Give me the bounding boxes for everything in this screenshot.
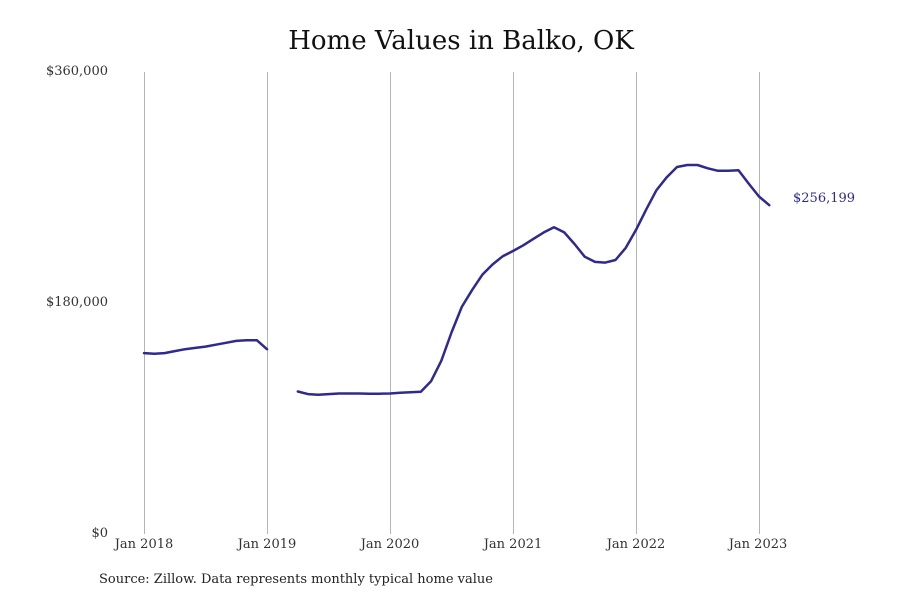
y-tick-360000: $360,000: [45, 64, 108, 79]
y-tick-180000: $180,000: [45, 295, 108, 310]
chart-title: Home Values in Balko, OK: [288, 26, 634, 56]
latest-value-label: $256,199: [793, 191, 856, 206]
x-tick-2023: Jan 2023: [728, 537, 788, 552]
x-tick-2018: Jan 2018: [114, 537, 174, 552]
y-tick-0: $0: [91, 526, 108, 541]
x-tick-2021: Jan 2021: [483, 537, 543, 552]
x-tick-2022: Jan 2022: [606, 537, 666, 552]
vertical-gridlines: [144, 72, 760, 534]
x-tick-2019: Jan 2019: [237, 537, 297, 552]
source-note: Source: Zillow. Data represents monthly …: [99, 572, 493, 587]
home-value-line: [142, 163, 771, 397]
x-tick-2020: Jan 2020: [360, 537, 420, 552]
